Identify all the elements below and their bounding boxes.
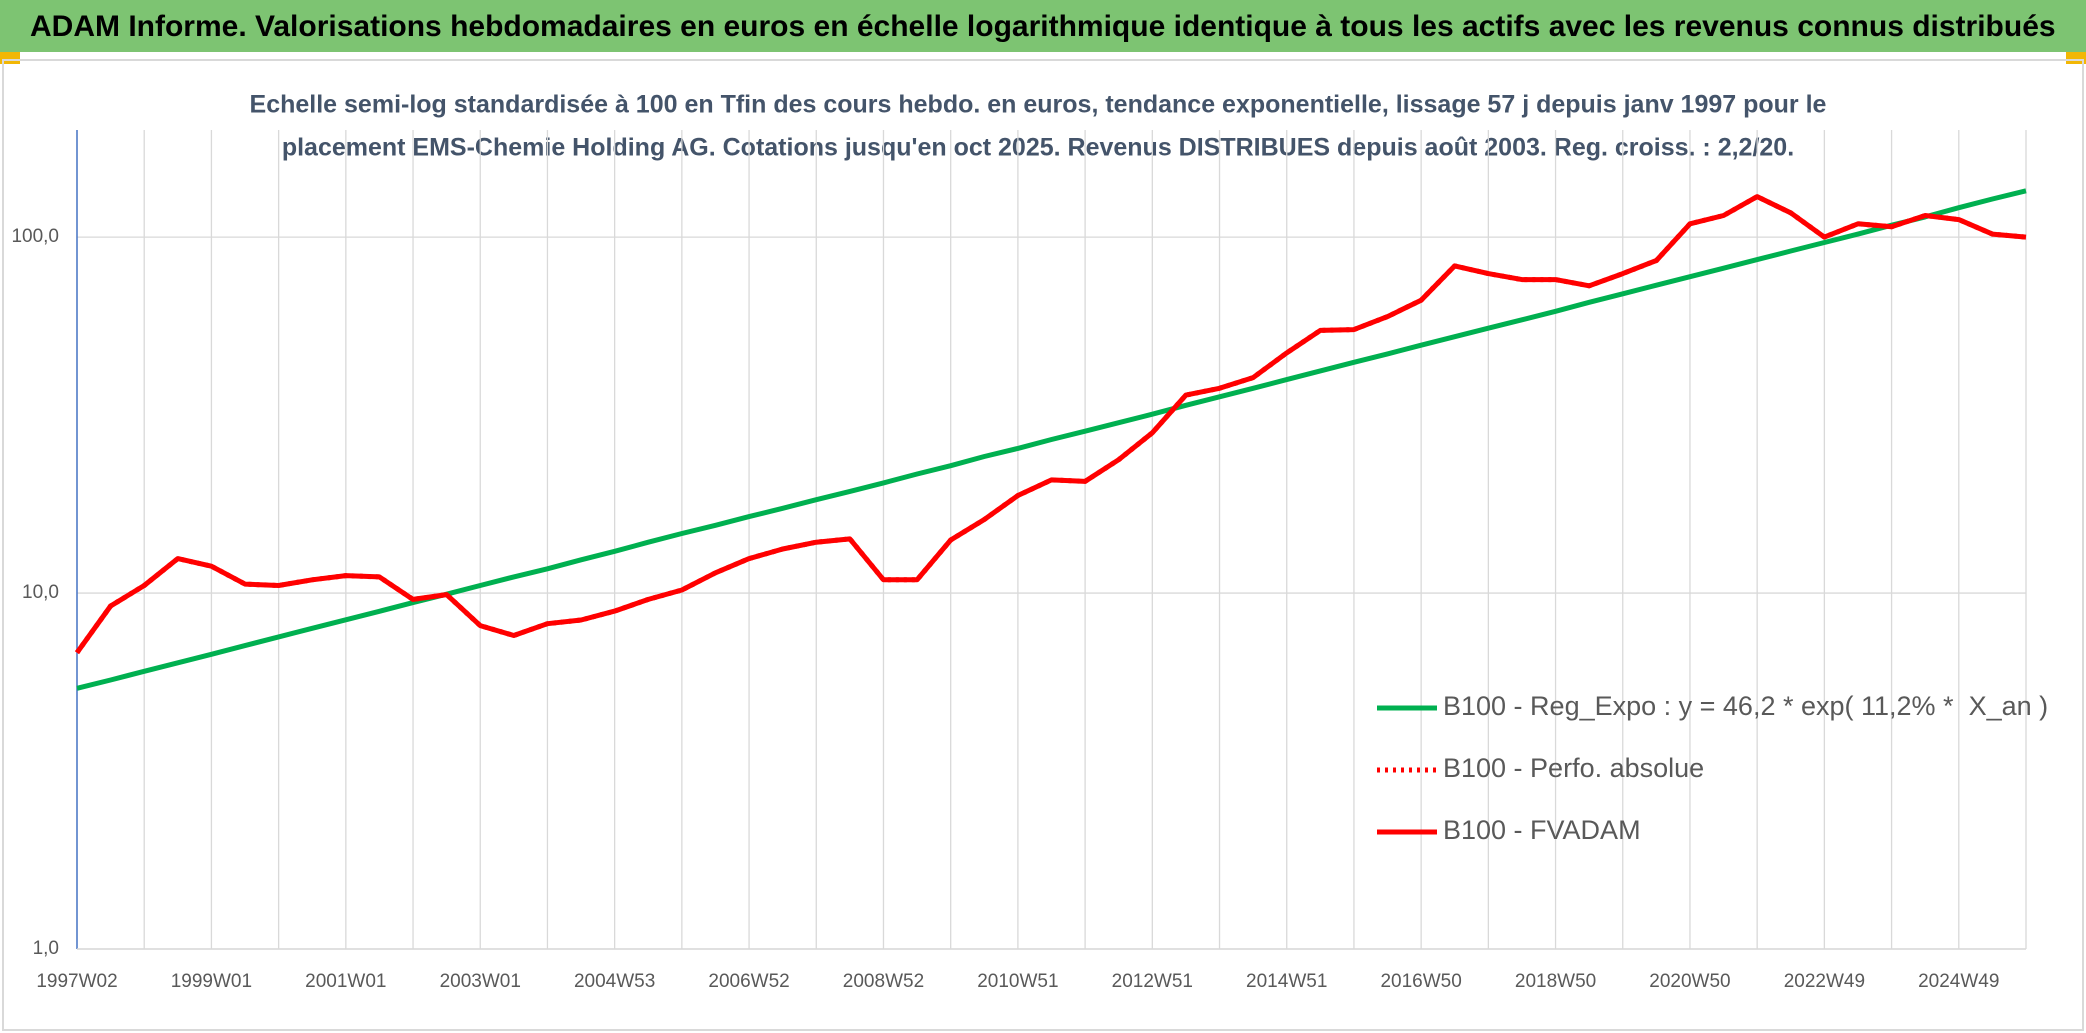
y-tick-label: 100,0 [11, 226, 59, 247]
chart-frame [2, 59, 2084, 1031]
x-tick-label: 2020W50 [1649, 971, 1730, 992]
x-tick-label: 2010W51 [977, 971, 1058, 992]
x-tick-label: 2003W01 [440, 971, 521, 992]
x-tick-label: 2018W50 [1515, 971, 1596, 992]
x-tick-label: 2004W53 [574, 971, 655, 992]
x-tick-label: 2024W49 [1918, 971, 1999, 992]
chart-subtitle: placement EMS-Chemie Holding AG. Cotatio… [282, 134, 1794, 162]
legend-label: B100 - Reg_Expo : y = 46,2 * exp( 11,2% … [1443, 691, 2048, 721]
y-tick-label: 1,0 [33, 938, 59, 959]
data-line [76, 188, 2027, 691]
legend-label: B100 - FVADAM [1443, 815, 1641, 845]
x-tick-label: 2012W51 [1112, 971, 1193, 992]
x-tick-label: 1999W01 [171, 971, 252, 992]
legend-label: B100 - Perfo. absolue [1443, 753, 1704, 783]
chart-subtitle: Echelle semi-log standardisée à 100 en T… [250, 91, 1827, 119]
plot [74, 188, 2027, 691]
header-title: ADAM Informe. Valorisations hebdomadaire… [30, 10, 2056, 43]
x-tick-label: 2008W52 [843, 971, 924, 992]
legend: B100 - Reg_Expo : y = 46,2 * exp( 11,2% … [1377, 691, 2048, 845]
x-tick-label: 2014W51 [1246, 971, 1327, 992]
x-tick-label: 2022W49 [1784, 971, 1865, 992]
x-tick-label: 2016W50 [1380, 971, 1461, 992]
header-bar [0, 0, 2086, 52]
x-tick-label: 1997W02 [36, 971, 117, 992]
y-tick-label: 10,0 [22, 582, 59, 603]
x-tick-label: 2006W52 [708, 971, 789, 992]
data-line [74, 194, 2027, 655]
x-tick-label: 2001W01 [305, 971, 386, 992]
